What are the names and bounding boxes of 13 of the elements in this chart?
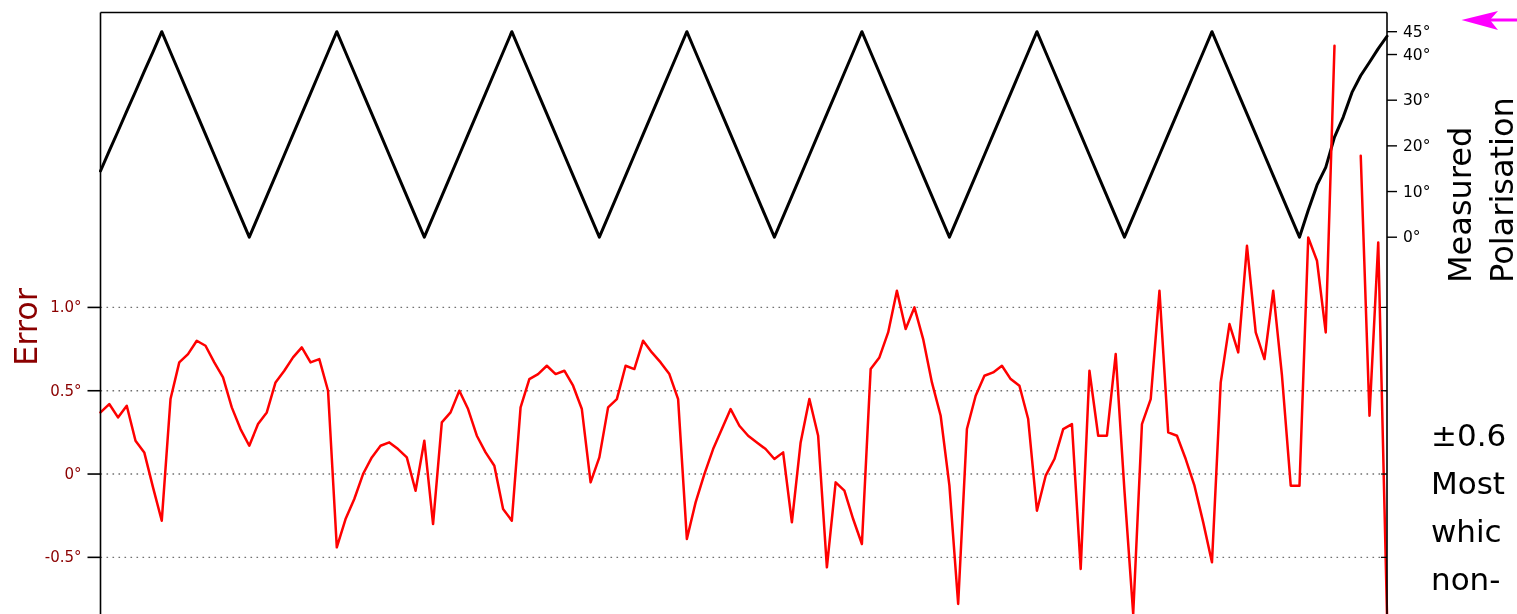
- y-tick-label: 1.0°: [50, 298, 82, 317]
- y-tick-label: -0.5°: [44, 548, 82, 567]
- y-tick-label: 0.5°: [50, 381, 82, 400]
- y2-tick-label: 20°: [1403, 136, 1431, 155]
- y2-tick-label: 45°: [1403, 22, 1431, 41]
- y2-axis-title: Measured Polarisation: [1441, 97, 1517, 283]
- y2-tick-label: 0°: [1403, 228, 1421, 247]
- y2-tick-label: 10°: [1403, 182, 1431, 201]
- y2-tick-label: 30°: [1403, 91, 1431, 110]
- text: ±0.6 Most whic non-: [1431, 417, 1507, 597]
- y2-tick-label: 40°: [1403, 45, 1431, 64]
- y-axis-title: Error: [7, 287, 45, 366]
- y-tick-label: 0°: [64, 465, 82, 484]
